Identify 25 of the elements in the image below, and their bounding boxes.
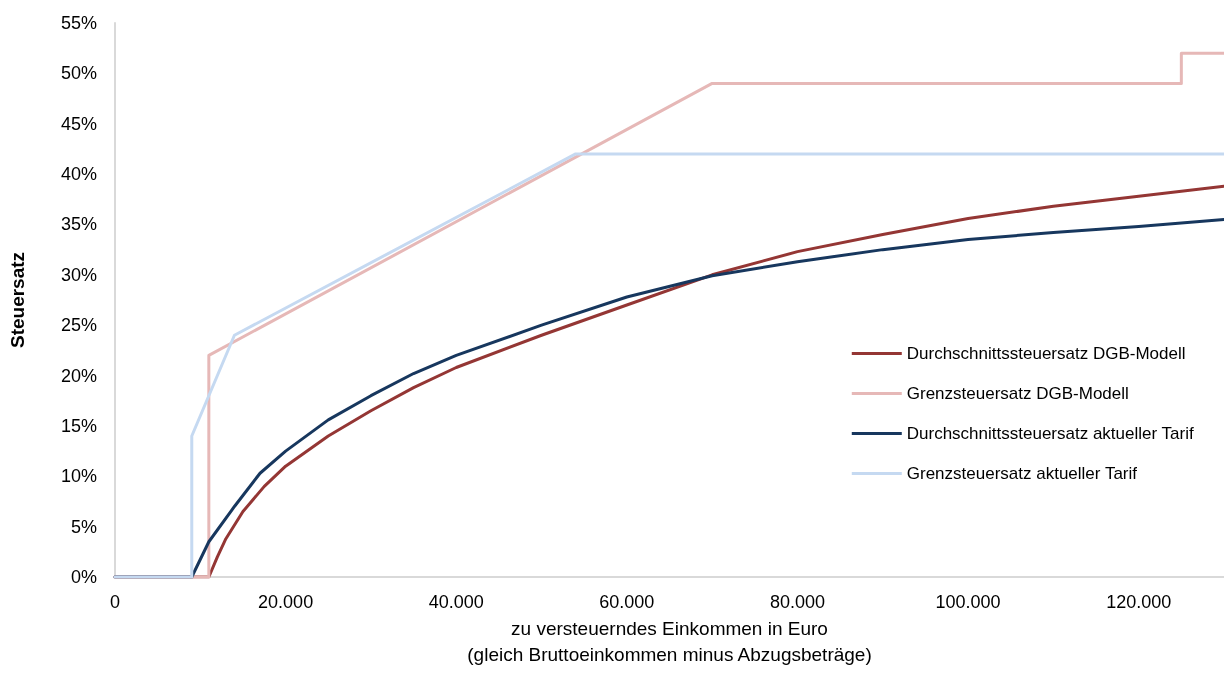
y-tick-label: 0% (70, 567, 97, 587)
x-axis-title: zu versteuerndes Einkommen in Euro (gleich Bruttoeinkommen minus Abzugsbeträge) (467, 618, 872, 666)
x-tick-label: 40.000 (428, 592, 484, 612)
x-tick-label: 60.000 (599, 592, 655, 612)
y-tick-label: 20% (60, 365, 97, 386)
y-tick-label: 30% (60, 264, 97, 285)
x-tick-label: 20.000 (258, 592, 314, 612)
y-tick-label: 40% (60, 164, 97, 185)
y-tick-label: 15% (60, 415, 97, 436)
x-tick-label: 100.000 (935, 592, 1001, 612)
y-tick-label: 55% (60, 13, 97, 33)
y-axis-title: Steuersatz (7, 251, 28, 349)
y-tick-label: 45% (60, 113, 97, 134)
x-tick-label: 0 (109, 592, 121, 612)
y-tick-label: 35% (60, 214, 97, 235)
y-tick-label: 50% (60, 63, 97, 84)
y-tick-label: 25% (60, 315, 97, 336)
legend-label: Grenzsteuersatz aktueller Tarif (906, 464, 1138, 483)
x-tick-label: 80.000 (769, 592, 825, 612)
legend-label: Grenzsteuersatz DGB-Modell (906, 384, 1129, 403)
y-tick-label: 10% (60, 466, 97, 487)
x-tick-label: 120.000 (1106, 592, 1172, 612)
legend-label: Durchschnittssteuersatz DGB-Modell (906, 344, 1186, 363)
legend-label: Durchschnittssteuersatz aktueller Tarif (906, 424, 1194, 443)
y-tick-label: 5% (70, 516, 97, 537)
